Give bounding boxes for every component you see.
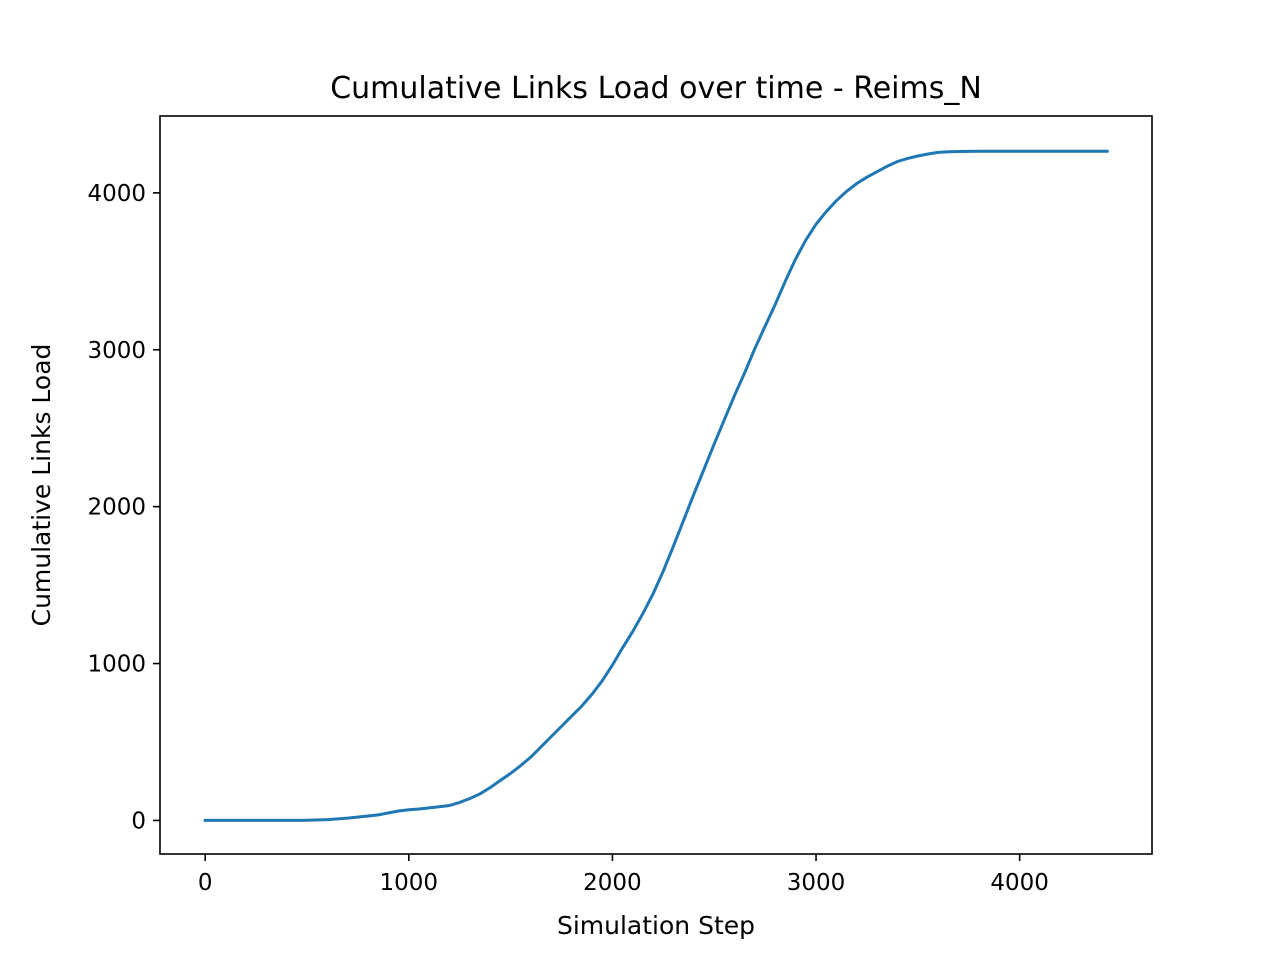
y-axis-label: Cumulative Links Load [27, 344, 56, 627]
axis-ticks: 0 1000 2000 3000 4000 0 1000 2000 3000 4000 [87, 181, 1048, 896]
x-tick-label: 4000 [990, 870, 1049, 896]
y-tick-label: 0 [131, 808, 146, 834]
series-line [203, 149, 1109, 822]
plot-frame [159, 115, 1153, 855]
y-tick-label: 4000 [87, 181, 146, 207]
x-tick-label: 3000 [787, 870, 846, 896]
y-tick-label: 2000 [87, 495, 146, 521]
chart-title: Cumulative Links Load over time - Reims_… [330, 71, 982, 106]
x-tick-label: 0 [198, 870, 213, 896]
y-tick-label: 3000 [87, 338, 146, 364]
x-axis-label: Simulation Step [557, 911, 755, 940]
x-tick-label: 2000 [583, 870, 642, 896]
y-tick-label: 1000 [87, 652, 146, 678]
x-tick-label: 1000 [380, 870, 439, 896]
